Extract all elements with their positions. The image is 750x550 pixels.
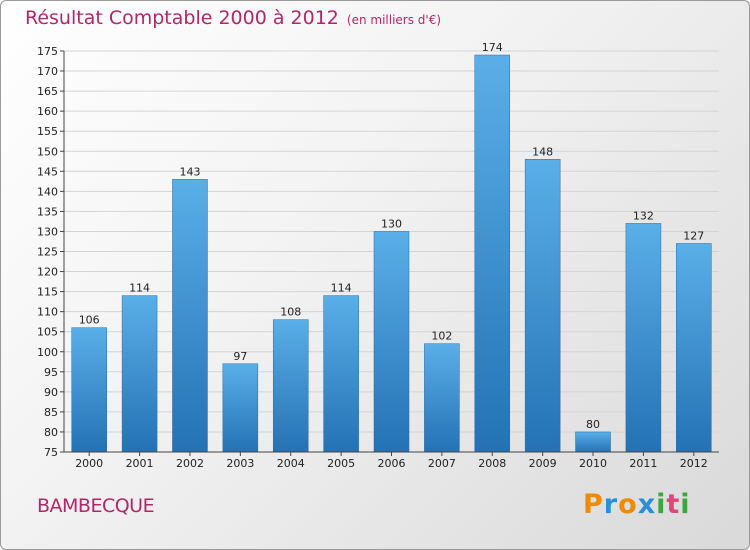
y-axis-ticks: 75 80 85 90 95 100 105 110 115 120 125 130 135 140 145…: [37, 45, 64, 459]
logo-letter: i: [656, 489, 667, 520]
x-tick-label: 2004: [277, 457, 305, 470]
bar-value-label: 148: [532, 145, 553, 158]
x-tick-label: 2003: [226, 457, 254, 470]
bar-value-label: 97: [233, 350, 247, 363]
x-tick-label: 2001: [126, 457, 154, 470]
logo-letter: r: [603, 489, 619, 520]
bar-2008: [474, 54, 511, 453]
bar-2001: [121, 295, 158, 453]
y-tick-label: 120: [37, 266, 58, 279]
logo-letter: i: [680, 489, 691, 520]
logo-letter: P: [583, 489, 604, 520]
bar-2012: [676, 243, 712, 453]
bar-value-label: 127: [683, 229, 704, 242]
bar-2009: [524, 159, 561, 453]
bar-value-label: 132: [633, 209, 654, 222]
y-tick-label: 155: [37, 125, 58, 138]
x-tick-label: 2002: [176, 457, 204, 470]
bar-2006: [373, 231, 410, 453]
bar-2005: [323, 295, 359, 453]
logo-letter: o: [618, 489, 638, 520]
x-tick-label: 2006: [378, 457, 406, 470]
bar-value-label: 108: [280, 306, 301, 319]
bar-2011: [625, 223, 662, 453]
chart-title-block: Résultat Comptable 2000 à 2012 (en millie…: [25, 7, 441, 29]
y-tick-label: 165: [37, 85, 58, 98]
proxiti-logo: Proxiti: [583, 489, 691, 520]
y-tick-label: 140: [37, 185, 58, 198]
y-tick-label: 145: [37, 165, 58, 178]
bar-value-label: 143: [179, 165, 200, 178]
y-tick-label: 80: [44, 426, 58, 439]
y-tick-label: 75: [44, 446, 58, 459]
bar-2004: [272, 319, 309, 453]
bar-2007: [424, 343, 460, 453]
x-tick-label: 2005: [327, 457, 355, 470]
y-tick-label: 170: [37, 65, 58, 78]
x-tick-label: 2000: [75, 457, 103, 470]
y-tick-label: 160: [37, 105, 58, 118]
bar-value-label: 114: [331, 282, 352, 295]
y-tick-label: 175: [37, 45, 58, 58]
logo-letter: x: [637, 489, 657, 520]
x-tick-label: 2009: [529, 457, 557, 470]
bar-value-label: 174: [482, 41, 503, 54]
bar-value-label: 102: [431, 330, 452, 343]
bar-value-label: 114: [129, 282, 150, 295]
y-tick-label: 95: [44, 366, 58, 379]
x-tick-label: 2012: [680, 457, 708, 470]
bar-2010: [575, 431, 611, 453]
x-tick-label: 2010: [579, 457, 607, 470]
x-tick-label: 2011: [629, 457, 657, 470]
y-tick-label: 115: [37, 286, 58, 299]
bar-2002: [172, 179, 208, 453]
y-tick-label: 150: [37, 145, 58, 158]
bar-2000: [71, 327, 107, 453]
y-tick-label: 135: [37, 205, 58, 218]
y-tick-label: 110: [37, 306, 58, 319]
bar-value-label: 80: [586, 418, 600, 431]
y-tick-label: 105: [37, 326, 58, 339]
logo-letter: t: [666, 489, 681, 520]
bars: 106 114 143 97 108 114 130 102 174 148 80 132 127: [71, 41, 712, 453]
bar-2003: [222, 363, 259, 453]
y-tick-label: 125: [37, 246, 58, 259]
x-tick-label: 2008: [478, 457, 506, 470]
commune-name: BAMBECQUE: [37, 495, 155, 517]
y-tick-label: 130: [37, 225, 58, 238]
bar-value-label: 106: [79, 314, 100, 327]
chart-title: Résultat Comptable 2000 à 2012: [25, 7, 339, 29]
y-tick-label: 90: [44, 386, 58, 399]
x-axis-ticks: 2000 2001 2002 2003 2004 2005 2006 2007 2008 2009…: [75, 452, 708, 470]
x-tick-label: 2007: [428, 457, 456, 470]
bar-value-label: 130: [381, 217, 402, 230]
y-tick-label: 100: [37, 346, 58, 359]
y-tick-label: 85: [44, 406, 58, 419]
chart-subtitle: (en milliers d'€): [346, 13, 442, 27]
